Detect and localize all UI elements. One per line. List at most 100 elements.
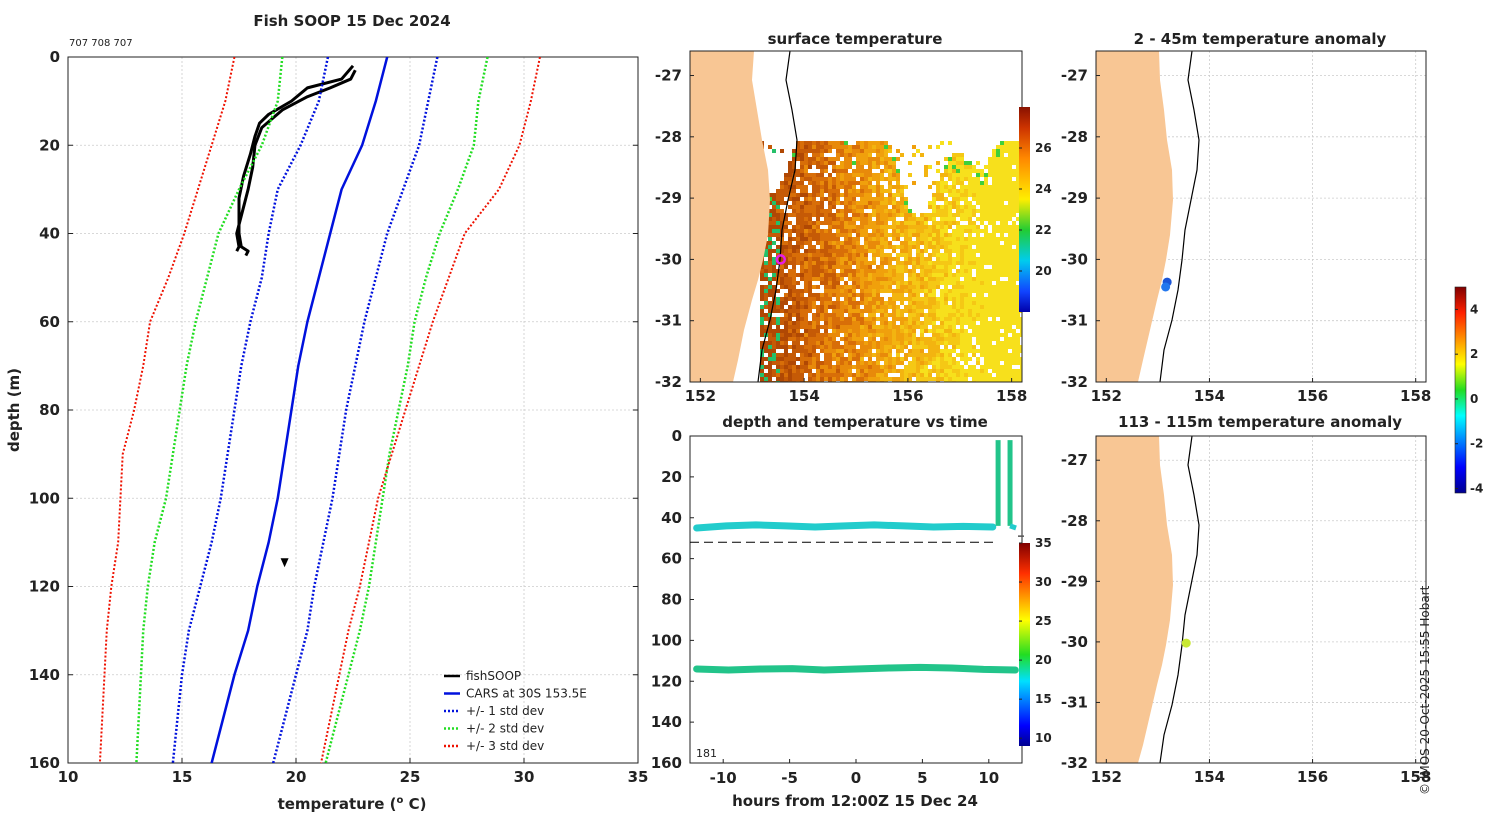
sst-cell [968, 233, 972, 237]
sst-cell [836, 233, 840, 237]
sst-cell [912, 329, 916, 333]
sst-cell [960, 257, 964, 261]
sst-cell [984, 277, 988, 281]
sst-cell [884, 233, 888, 237]
sst-cell [908, 253, 912, 257]
sst-cell [972, 225, 976, 229]
sst-cell [968, 213, 972, 217]
sst-cell [816, 241, 820, 245]
sst-cell [820, 229, 824, 233]
sst-cell [924, 353, 928, 357]
sst-cell [768, 221, 772, 225]
sst-cell [780, 353, 784, 357]
sst-cell [924, 261, 928, 265]
sst-cell [852, 181, 856, 185]
sst-cell [928, 237, 932, 241]
sst-cell [804, 221, 808, 225]
sst-cell [916, 317, 920, 321]
sst-cell [872, 377, 876, 381]
sst-cell [964, 373, 968, 377]
sst-cell [940, 209, 944, 213]
sst-cell [844, 153, 848, 157]
sst-cell [956, 377, 960, 381]
sst-cell [812, 317, 816, 321]
sst-cell [992, 285, 996, 289]
sst-cell [924, 245, 928, 249]
sst-cell [892, 281, 896, 285]
sst-cell [904, 333, 908, 337]
sst-cell [804, 225, 808, 229]
sst-cell [840, 365, 844, 369]
sst-cell [984, 253, 988, 257]
sst-cell [836, 185, 840, 189]
sst-cell [972, 325, 976, 329]
sst-cell [844, 333, 848, 337]
sst-cell [852, 373, 856, 377]
sst-cell [780, 181, 784, 185]
sst-cell [1016, 265, 1020, 269]
sst-cell [948, 297, 952, 301]
sst-cell [892, 173, 896, 177]
sst-cell [796, 313, 800, 317]
anom-upper-contour [1159, 51, 1200, 382]
sst-cell [892, 229, 896, 233]
sst-cell [952, 249, 956, 253]
sst-cell [952, 185, 956, 189]
sst-cell [924, 329, 928, 333]
sst-cell [900, 261, 904, 265]
sst-cell [864, 237, 868, 241]
sst-cell [912, 293, 916, 297]
sst-cell [800, 221, 804, 225]
sst-cell [1012, 289, 1016, 293]
sst-cell [924, 289, 928, 293]
sst-cell [792, 329, 796, 333]
sst-cell [940, 357, 944, 361]
sst-cell [760, 293, 764, 297]
sst-cell [976, 257, 980, 261]
sst-cell [852, 345, 856, 349]
sst-cell [1012, 209, 1016, 213]
sst-cell [928, 297, 932, 301]
sst-cell [852, 289, 856, 293]
sst-cell [984, 261, 988, 265]
sst-cell [988, 345, 992, 349]
sst-cell [840, 273, 844, 277]
sst-cell [956, 297, 960, 301]
sst-cell [868, 337, 872, 341]
ts-y-tick-label: 120 [651, 672, 682, 690]
sst-cell [776, 245, 780, 249]
sst-cell [844, 193, 848, 197]
sst-cell [832, 169, 836, 173]
sst-cell [784, 273, 788, 277]
sst-cell [956, 293, 960, 297]
sst-cell [832, 213, 836, 217]
sst-cell [784, 277, 788, 281]
sst-cell [788, 369, 792, 373]
sst-cell [1000, 353, 1004, 357]
sst-cell [940, 265, 944, 269]
sst-cell [844, 317, 848, 321]
sst-cell [872, 177, 876, 181]
sst-cell [944, 217, 948, 221]
sst-cell [1008, 189, 1012, 193]
sst-cell [820, 373, 824, 377]
sst-cell [816, 237, 820, 241]
sst-cell [992, 201, 996, 205]
sst-cell [928, 357, 932, 361]
sst-cell [984, 177, 988, 181]
sst-cell [812, 321, 816, 325]
sst-cell [888, 273, 892, 277]
sst-cell [984, 269, 988, 273]
sst-cell [828, 205, 832, 209]
sst-colorbar-label: 22 [1035, 223, 1052, 237]
sst-cell [772, 225, 776, 229]
sst-cell [884, 333, 888, 337]
sst-cell [976, 329, 980, 333]
sst-cell [988, 161, 992, 165]
sst-cell [768, 249, 772, 253]
sst-cell [772, 261, 776, 265]
sst-cell [992, 345, 996, 349]
sst-cell [1008, 373, 1012, 377]
sst-cell [944, 225, 948, 229]
sst-cell [768, 305, 772, 309]
